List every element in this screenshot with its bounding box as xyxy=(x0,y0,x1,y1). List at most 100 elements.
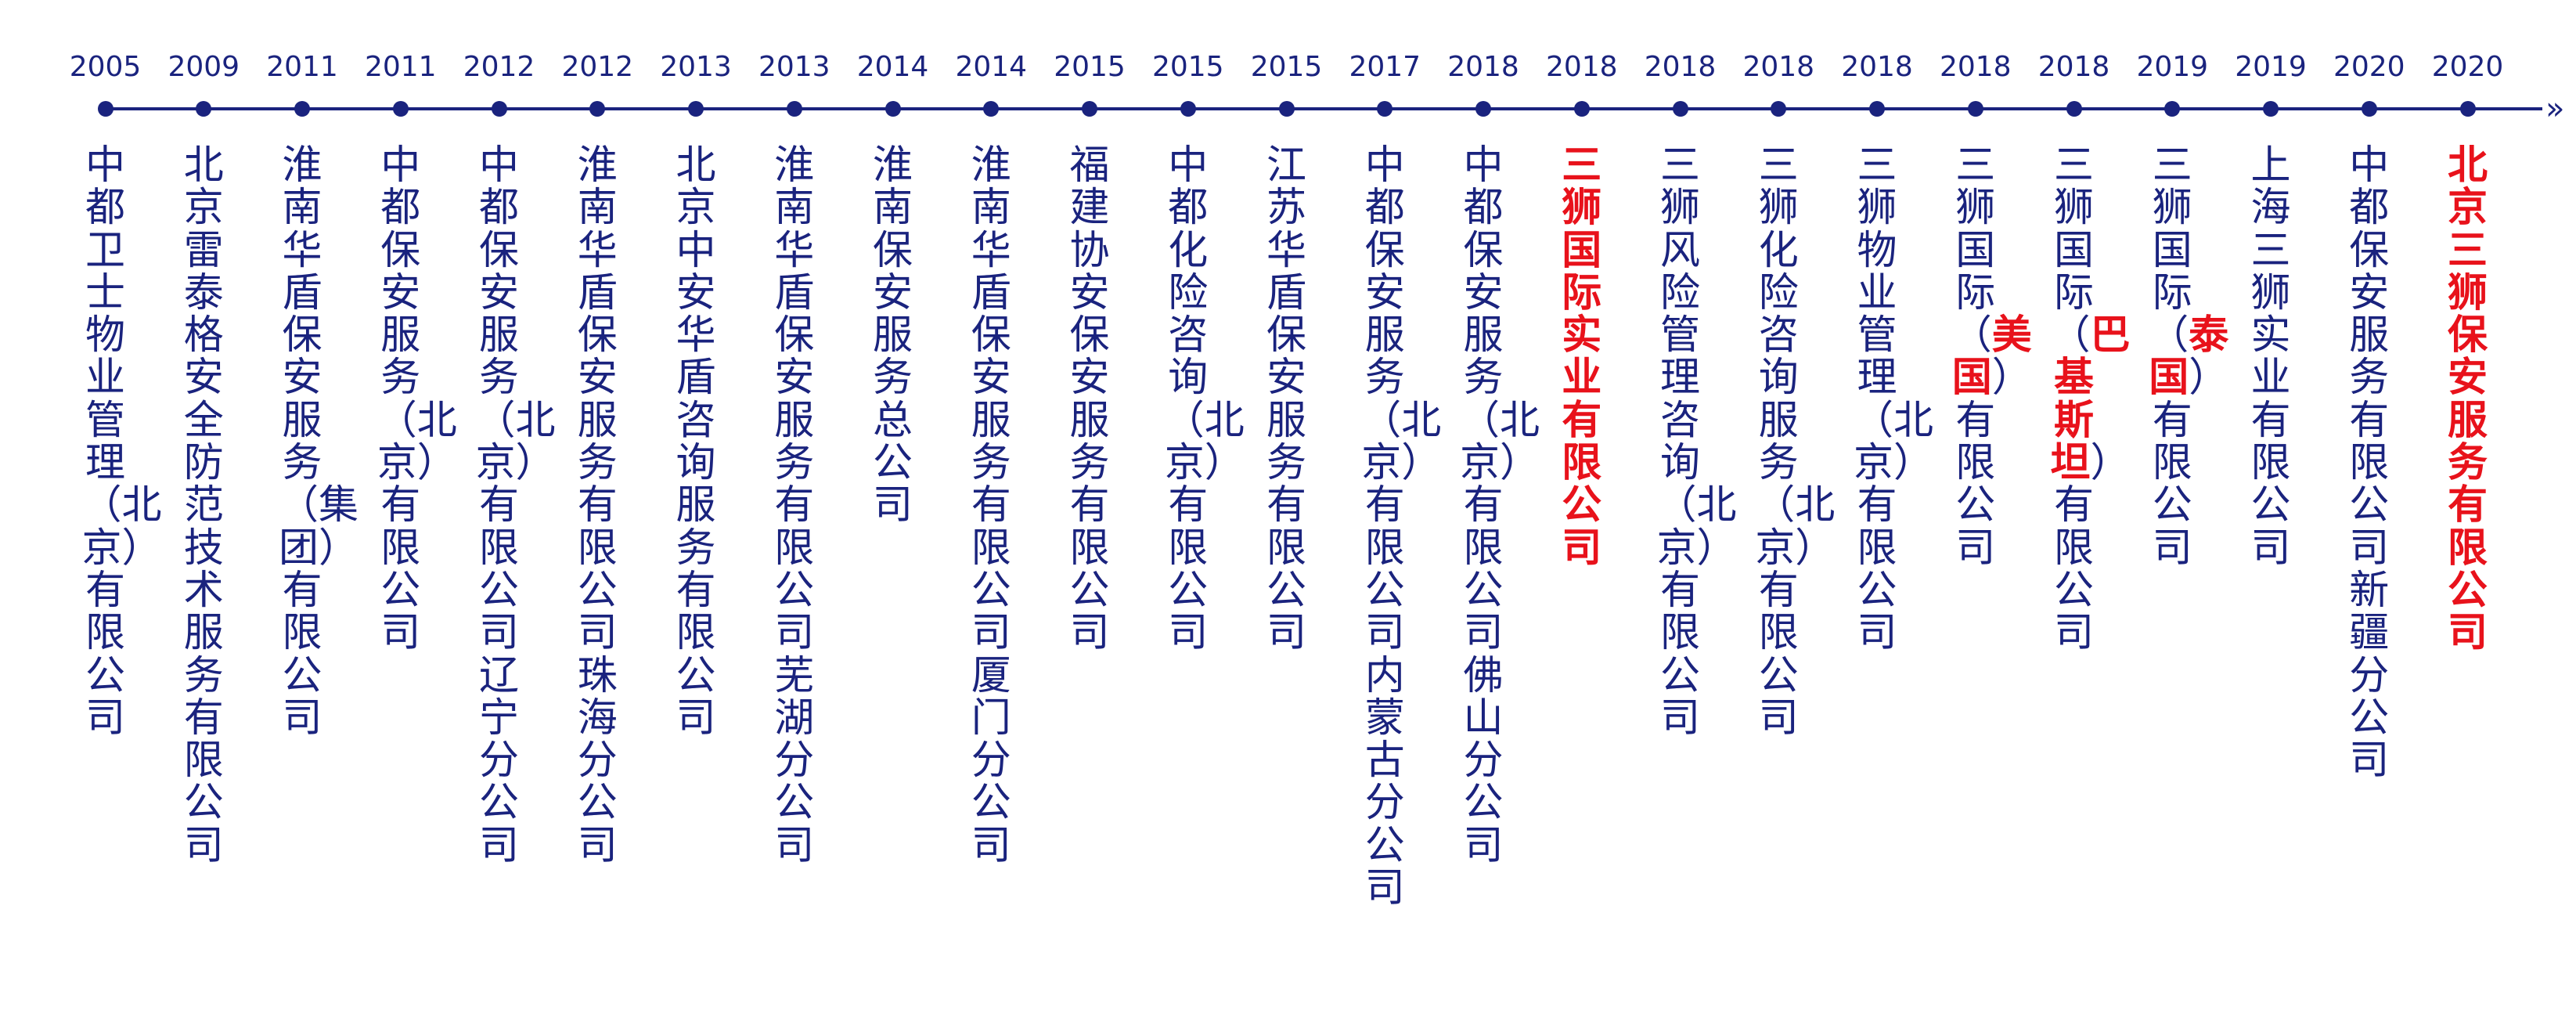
company-name-part: 淮南华盾保安服务有限公司珠海分公司 xyxy=(577,143,618,869)
company-name-part: 淮南华盾保安服务有限公司厦门分公司 xyxy=(971,143,1011,869)
timeline-event: 2014 淮南保安服务总公司 xyxy=(846,0,940,1021)
event-year: 2014 xyxy=(856,51,929,83)
event-year: 2012 xyxy=(463,51,535,83)
company-name-part: 北京雷泰格安全防范技术服务有限公司 xyxy=(183,143,224,869)
event-year: 2018 xyxy=(1644,51,1717,83)
event-year: 2019 xyxy=(2235,51,2307,83)
company-name-part: 淮南华盾保安服务有限公司芜湖分公司 xyxy=(774,143,815,869)
event-year: 2018 xyxy=(1841,51,1913,83)
timeline-event: 2017 中都保安服务（北京）有限公司内蒙古分公司 xyxy=(1338,0,1441,1021)
timeline-dot xyxy=(786,101,802,117)
event-year: 2018 xyxy=(1545,51,1618,83)
company-name-part: 中都保安服务（北京）有限公司辽宁分公司 xyxy=(475,143,556,869)
event-year: 2018 xyxy=(1939,51,2012,83)
company-name: 淮南华盾保安服务（集团）有限公司 xyxy=(279,144,358,740)
company-name-part: ）有限公司 xyxy=(1955,355,2032,572)
timeline-dot xyxy=(2164,101,2181,117)
company-name-part: 淮南保安服务总公司 xyxy=(872,143,913,529)
company-name-part: 中都保安服务（北京）有限公司内蒙古分公司 xyxy=(1361,143,1442,912)
company-name-highlight: 美国 xyxy=(1951,312,2032,402)
event-year: 2018 xyxy=(1742,51,1815,83)
company-name-part: 江苏华盾保安服务有限公司 xyxy=(1266,143,1306,657)
timeline-dot xyxy=(1869,101,1885,117)
company-name: 淮南保安服务总公司 xyxy=(870,143,917,529)
company-name-part: 三狮国际（ xyxy=(1951,143,1996,359)
timeline-dot xyxy=(1180,101,1196,117)
event-year: 2018 xyxy=(2037,51,2110,83)
company-name: 北京三狮保安服务有限公司 xyxy=(2444,143,2491,657)
timeline-event: 2013 北京中安华盾咨询服务有限公司 xyxy=(649,0,743,1021)
event-year: 2012 xyxy=(561,51,634,83)
company-name: 中都保安服务（北京）有限公司佛山分公司 xyxy=(1460,144,1540,868)
company-name-part: 中都卫士物业管理（北京）有限公司 xyxy=(81,143,162,741)
event-year: 2011 xyxy=(266,51,338,83)
company-name-part: 三狮国际（ xyxy=(2149,143,2192,359)
event-year: 2019 xyxy=(2136,51,2209,83)
timeline-dot xyxy=(688,101,704,117)
timeline-dot xyxy=(2066,101,2082,117)
timeline-event: 2014 淮南华盾保安服务有限公司厦门分公司 xyxy=(944,0,1038,1021)
company-name-part: 中都化险咨询（北京）有限公司 xyxy=(1164,143,1245,657)
timeline-event: 2015 中都化险咨询（北京）有限公司 xyxy=(1141,0,1245,1021)
timeline-dot xyxy=(1278,101,1295,117)
company-name: 三狮化险咨询服务（北京）有限公司 xyxy=(1755,144,1835,740)
timeline-event: 2012 淮南华盾保安服务有限公司珠海分公司 xyxy=(550,0,644,1021)
company-name-part: 三狮化险咨询服务（北京）有限公司 xyxy=(1755,143,1836,741)
timeline-dot xyxy=(392,101,409,117)
event-year: 2013 xyxy=(660,51,732,83)
event-year: 2015 xyxy=(1250,51,1323,83)
company-name: 淮南华盾保安服务有限公司珠海分公司 xyxy=(574,143,621,869)
company-name: 北京中安华盾咨询服务有限公司 xyxy=(672,144,719,740)
event-year: 2011 xyxy=(364,51,437,83)
company-name-highlight: 三狮国际实业有限公司 xyxy=(1562,143,1602,572)
company-name: 福建协安保安服务有限公司 xyxy=(1066,143,1113,657)
event-year: 2020 xyxy=(2431,51,2504,83)
company-name-highlight: 泰国 xyxy=(2149,312,2229,402)
timeline-event: 2020 中都保安服务有限公司新疆分公司 xyxy=(2322,0,2416,1021)
event-year: 2013 xyxy=(758,51,830,83)
timeline-event: 2020 北京三狮保安服务有限公司 xyxy=(2421,0,2515,1021)
timeline-event: 2005 中都卫士物业管理（北京）有限公司 xyxy=(59,0,162,1021)
company-name: 中都保安服务（北京）有限公司内蒙古分公司 xyxy=(1361,144,1441,910)
company-name: 三狮国际（巴基斯坦）有限公司 xyxy=(2051,144,2131,655)
event-year: 2017 xyxy=(1349,51,1421,83)
timeline-event: 2011 中都保安服务（北京）有限公司 xyxy=(354,0,457,1021)
event-year: 2014 xyxy=(955,51,1028,83)
event-year: 2005 xyxy=(69,51,142,83)
timeline-event: 2018 三狮化险咨询服务（北京）有限公司 xyxy=(1731,0,1835,1021)
company-name-part: ）有限公司 xyxy=(2152,355,2229,572)
timeline-dot xyxy=(1082,101,1097,117)
timeline-event: 2018 三狮风险管理咨询（北京）有限公司 xyxy=(1634,0,1737,1021)
company-name: 上海三狮实业有限公司 xyxy=(2247,143,2294,572)
timeline-dot xyxy=(2361,101,2377,117)
company-name: 中都化险咨询（北京）有限公司 xyxy=(1165,144,1245,655)
company-name: 中都卫士物业管理（北京）有限公司 xyxy=(82,144,162,740)
timeline-dot xyxy=(2263,101,2279,117)
timeline-dot xyxy=(97,101,113,117)
timeline-dot xyxy=(1672,101,1688,117)
timeline-dot xyxy=(491,101,507,117)
timeline-dot xyxy=(983,101,1000,117)
timeline-event: 2018 三狮国际（巴基斯坦）有限公司 xyxy=(2027,0,2131,1021)
company-name-part: 三狮风险管理咨询（北京）有限公司 xyxy=(1656,143,1737,741)
timeline-dot xyxy=(589,101,606,117)
timeline-event: 2013 淮南华盾保安服务有限公司芜湖分公司 xyxy=(748,0,841,1021)
company-name-part: 上海三狮实业有限公司 xyxy=(2250,143,2291,572)
company-name-part: 福建协安保安服务有限公司 xyxy=(1069,143,1110,657)
timeline-dot xyxy=(1573,101,1590,117)
company-name: 三狮风险管理咨询（北京）有限公司 xyxy=(1657,144,1737,740)
company-name-highlight: 巴基斯坦 xyxy=(2050,312,2131,487)
timeline-dot xyxy=(1475,101,1491,117)
company-name: 中都保安服务（北京）有限公司辽宁分公司 xyxy=(476,144,556,868)
company-name-highlight: 北京三狮保安服务有限公司 xyxy=(2447,143,2488,657)
timeline-event: 2018 中都保安服务（北京）有限公司佛山分公司 xyxy=(1436,0,1540,1021)
timeline-event: 2018 三狮物业管理（北京）有限公司 xyxy=(1830,0,1933,1021)
company-name: 淮南华盾保安服务有限公司厦门分公司 xyxy=(967,143,1014,869)
company-name: 淮南华盾保安服务有限公司芜湖分公司 xyxy=(771,143,818,869)
event-year: 2015 xyxy=(1054,51,1126,83)
company-name-part: 中都保安服务（北京）有限公司佛山分公司 xyxy=(1460,143,1540,869)
company-name: 江苏华盾保安服务有限公司 xyxy=(1263,143,1310,657)
timeline-dot xyxy=(1771,101,1787,117)
